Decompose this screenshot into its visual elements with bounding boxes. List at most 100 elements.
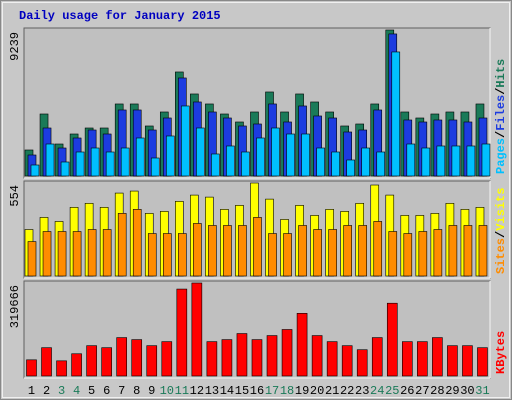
x-tick-label: 18	[280, 384, 294, 398]
x-tick-label: 2	[43, 384, 50, 398]
bar	[451, 145, 461, 177]
bar	[341, 345, 353, 377]
bar	[417, 341, 428, 377]
x-tick-label: 25	[385, 384, 399, 398]
bar	[406, 143, 416, 177]
x-tick-label: 3	[58, 384, 65, 398]
bar	[27, 241, 37, 277]
bar	[462, 345, 473, 377]
legend-entry: Visits	[494, 188, 508, 231]
bar	[268, 233, 277, 277]
x-tick-label: 28	[430, 384, 444, 398]
bar	[161, 341, 173, 377]
bar	[358, 225, 368, 277]
bar	[191, 282, 203, 377]
bar	[331, 151, 340, 177]
bar	[162, 233, 172, 277]
x-tick-label: 21	[325, 384, 339, 398]
x-tick-label: 17	[265, 384, 279, 398]
bar	[283, 233, 292, 277]
bar	[165, 135, 175, 177]
x-tick-label: 8	[133, 384, 140, 398]
bar	[433, 229, 443, 277]
bar	[120, 147, 130, 177]
bar	[391, 51, 401, 177]
bar	[343, 225, 352, 277]
x-tick-label: 1	[28, 384, 35, 398]
bar	[311, 335, 323, 377]
bar	[176, 288, 188, 377]
x-tick-label: 10	[160, 384, 174, 398]
bar	[463, 225, 473, 277]
bar	[256, 137, 265, 177]
bar	[135, 137, 145, 177]
legend-entry: Sites	[494, 238, 508, 274]
bar	[251, 339, 263, 377]
x-tick-label: 22	[340, 384, 354, 398]
bar	[326, 341, 338, 377]
bar	[72, 231, 82, 277]
legend: Pages/Files/Hits	[494, 59, 508, 174]
bar	[131, 339, 143, 377]
bar	[298, 225, 307, 277]
bar	[116, 337, 127, 377]
x-tick-label: 11	[175, 384, 189, 398]
x-tick-label: 5	[88, 384, 95, 398]
bar	[41, 347, 52, 377]
bar	[181, 105, 190, 177]
bar	[376, 151, 386, 177]
bar	[196, 127, 205, 177]
bar	[56, 360, 67, 377]
legend-entry: Files	[494, 95, 508, 131]
legend-entry: Pages	[494, 138, 508, 174]
bar	[436, 145, 446, 177]
bar	[101, 347, 112, 377]
bar	[316, 147, 325, 177]
bar	[86, 345, 97, 377]
bar	[132, 209, 142, 277]
bar	[447, 345, 458, 377]
y-tick-label: 554	[8, 185, 22, 207]
bar	[253, 217, 262, 277]
bar	[346, 159, 355, 177]
y-tick-label: 9239	[8, 32, 22, 61]
bar	[75, 151, 85, 177]
x-tick-label: 29	[445, 384, 459, 398]
bar	[266, 335, 278, 377]
x-tick-label: 16	[250, 384, 264, 398]
x-tick-label: 24	[370, 384, 384, 398]
bar	[403, 233, 413, 277]
x-tick-label: 20	[310, 384, 324, 398]
bar	[313, 229, 322, 277]
bar	[146, 345, 158, 377]
bar	[281, 329, 293, 377]
bar	[432, 337, 443, 377]
x-tick-label: 4	[73, 384, 80, 398]
bar	[236, 333, 248, 377]
x-tick-label: 31	[475, 384, 489, 398]
bar	[102, 229, 112, 277]
legend-separator: /	[494, 131, 508, 138]
x-tick-label: 26	[400, 384, 414, 398]
x-tick-label: 12	[190, 384, 204, 398]
bar	[226, 145, 235, 177]
bar	[478, 225, 488, 277]
bar	[421, 147, 431, 177]
legend-entry: Hits	[494, 59, 508, 88]
x-tick-label: 27	[415, 384, 429, 398]
legend-separator: /	[494, 88, 508, 95]
bar	[26, 359, 37, 377]
bar	[60, 161, 70, 177]
bar	[418, 231, 428, 277]
bar	[45, 143, 55, 177]
chart-title: Daily usage for January 2015	[19, 9, 221, 23]
bar	[481, 143, 491, 177]
bar	[361, 147, 371, 177]
bar	[356, 349, 368, 377]
bar	[211, 153, 220, 177]
bar	[296, 313, 308, 377]
bar	[448, 225, 458, 277]
x-tick-label: 23	[355, 384, 369, 398]
